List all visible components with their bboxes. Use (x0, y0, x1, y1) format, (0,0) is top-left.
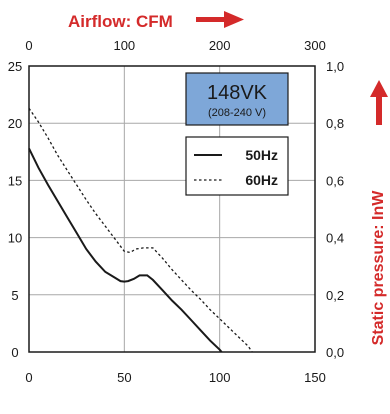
top-tick-label: 100 (113, 38, 135, 53)
left-tick-label: 10 (8, 231, 22, 246)
series-line-60hz (28, 107, 253, 353)
right-tick-label: 0,8 (326, 116, 344, 131)
legend-label-50hz: 50Hz (245, 147, 278, 163)
bottom-tick-label: 50 (117, 370, 131, 385)
top-axis-label: Airflow: CFM (68, 12, 173, 31)
left-tick-label: 20 (8, 116, 22, 131)
left-tick-label: 25 (8, 59, 22, 74)
right-tick-label: 0,4 (326, 231, 344, 246)
legend: 50Hz 60Hz (185, 136, 289, 196)
model-box: 148VK (208-240 V) (185, 72, 289, 126)
up-arrow-icon (370, 80, 388, 125)
right-tick-label: 0,0 (326, 345, 344, 360)
top-tick-label: 200 (209, 38, 231, 53)
model-title: 148VK (207, 82, 268, 104)
right-tick-label: 0,2 (326, 288, 344, 303)
right-tick-label: 1,0 (326, 59, 344, 74)
bottom-tick-label: 0 (25, 370, 32, 385)
series-group (28, 107, 253, 353)
left-tick-label: 5 (11, 288, 18, 303)
top-tick-label: 300 (304, 38, 326, 53)
top-tick-label: 0 (25, 38, 32, 53)
left-tick-label: 0 (11, 345, 18, 360)
plot-frame (28, 65, 316, 353)
left-tick-label: 15 (8, 173, 22, 188)
right-axis-label: Static pressure: InW (370, 190, 387, 346)
series-line-50hz (28, 147, 223, 353)
bottom-tick-label: 100 (209, 370, 231, 385)
right-tick-label: 0,6 (326, 173, 344, 188)
right-arrow-icon (196, 11, 244, 28)
bottom-tick-label: 150 (304, 370, 326, 385)
model-subtitle: (208-240 V) (208, 107, 266, 119)
legend-label-60hz: 60Hz (245, 172, 278, 188)
